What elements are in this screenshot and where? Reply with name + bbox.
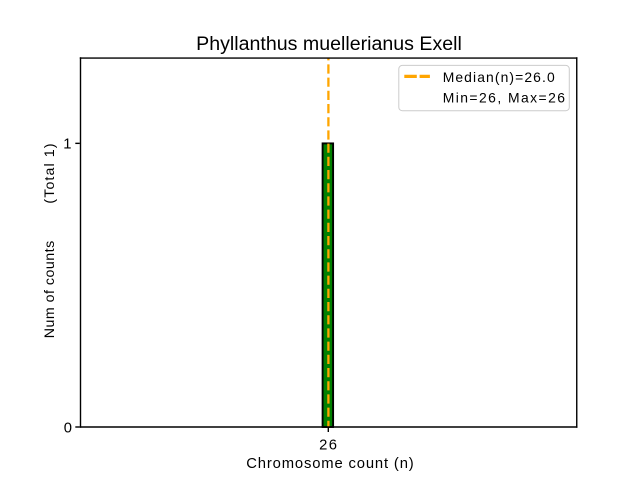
svg-text:Median(n)=26.0: Median(n)=26.0 [443,69,556,85]
svg-text:Chromosome count (n): Chromosome count (n) [246,456,414,472]
svg-text:Num of counts: Num of counts [42,240,58,338]
svg-text:Phyllanthus muellerianus Exell: Phyllanthus muellerianus Exell [196,33,462,55]
svg-text:Min=26, Max=26: Min=26, Max=26 [443,89,567,105]
svg-text:1: 1 [63,137,71,153]
svg-text:0: 0 [64,420,72,436]
svg-text:(Total 1): (Total 1) [42,142,58,203]
svg-text:26: 26 [319,437,338,453]
